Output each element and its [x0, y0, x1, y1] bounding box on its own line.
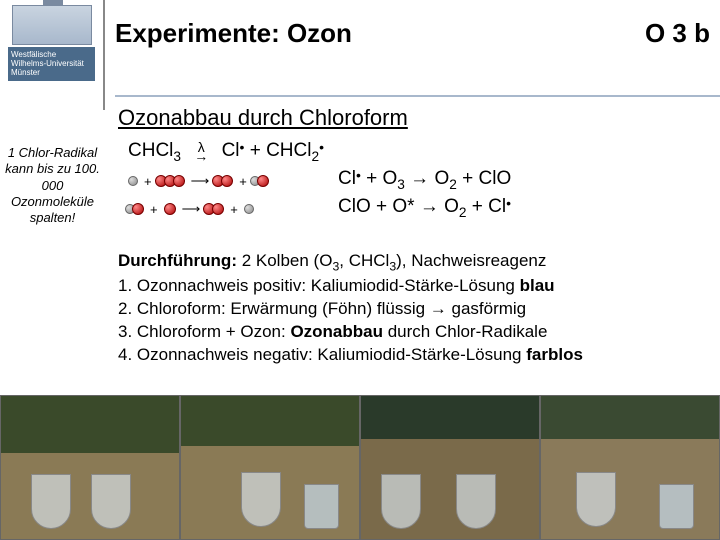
reaction-1: CHCl3 λ→ Cl• + CHCl2•	[128, 140, 511, 164]
university-logo: Westfälische Wilhelms-Universität Münste…	[0, 0, 105, 110]
molecule-icon	[253, 175, 269, 187]
procedure-step: 3. Chloroform + Ozon: Ozonabbau durch Ch…	[118, 321, 710, 344]
atom-icon	[244, 204, 254, 214]
molecule-icon	[158, 175, 185, 187]
slide-title: Experimente: Ozon	[115, 18, 352, 49]
logo-building-icon	[12, 5, 92, 45]
procedure-block: Durchführung: 2 Kolben (O3, CHCl3), Nach…	[118, 250, 710, 367]
molecule-icon	[206, 203, 224, 215]
molecule-row-1: + ⟶ +	[128, 170, 269, 192]
radical-dot-icon: •	[356, 167, 361, 183]
slide-code: O 3 b	[645, 18, 720, 49]
radical-dot-icon: •	[506, 195, 511, 211]
lambda-arrow-icon: λ→	[186, 140, 216, 162]
molecule-icon	[215, 175, 233, 187]
procedure-step: 4. Ozonnachweis negativ: Kaliumiodid-Stä…	[118, 344, 710, 367]
molecule-row-2: + ⟶ +	[128, 198, 254, 220]
radical-dot-icon: •	[240, 139, 245, 155]
logo-line3: Münster	[11, 69, 92, 78]
header-divider	[115, 95, 720, 97]
molecule-icon	[128, 203, 144, 215]
section-subtitle: Ozonabbau durch Chloroform	[118, 105, 408, 131]
atom-icon	[164, 203, 176, 215]
reaction-3: ClO + O* → O2 + Cl•	[338, 196, 511, 220]
procedure-step: 2. Chloroform: Erwärmung (Föhn) flüssig …	[118, 298, 710, 321]
procedure-lead: Durchführung: 2 Kolben (O3, CHCl3), Nach…	[118, 250, 710, 275]
experiment-photo	[180, 395, 360, 540]
reaction-2: Cl• + O3 → O2 + ClO	[338, 168, 511, 192]
radical-dot-icon: •	[319, 139, 324, 155]
experiment-photo	[540, 395, 720, 540]
experiment-photo	[360, 395, 540, 540]
procedure-step: 1. Ozonnachweis positiv: Kaliumiodid-Stä…	[118, 275, 710, 298]
experiment-photo	[0, 395, 180, 540]
slide-header: Experimente: Ozon O 3 b	[115, 18, 720, 49]
atom-icon	[128, 176, 138, 186]
logo-text: Westfälische Wilhelms-Universität Münste…	[8, 47, 95, 81]
side-note: 1 Chlor-Radikal kann bis zu 100. 000 Ozo…	[0, 145, 105, 226]
photo-strip	[0, 395, 720, 540]
